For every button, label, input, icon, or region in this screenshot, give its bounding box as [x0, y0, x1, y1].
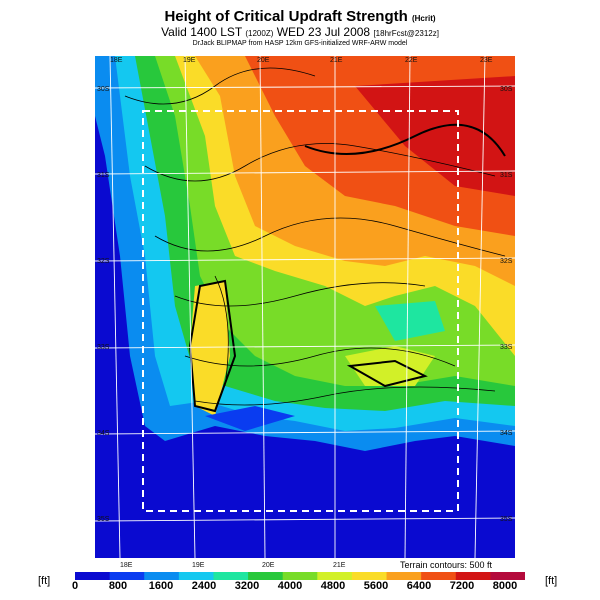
credit-line: DrJack BLIPMAP from HASP 12km GFS-initia…	[192, 40, 408, 47]
unit-right: [ft]	[545, 575, 558, 587]
lon-label-18e-bottom: 18E	[120, 562, 133, 569]
legend-tick-label: 8000	[492, 580, 518, 592]
color-legend	[75, 572, 525, 580]
lat-label-33s: 33S	[97, 344, 110, 351]
lon-label-21e: 21E	[330, 57, 343, 64]
lon-label-20e: 20E	[257, 57, 270, 64]
lat-label-30s-right: 30S	[500, 86, 513, 93]
lat-label-32s-right: 32S	[500, 258, 513, 265]
valid-line: Valid 1400 LST (1200Z) WED 23 Jul 2008 […	[161, 25, 439, 39]
lon-label-23e: 23E	[480, 57, 493, 64]
legend-swatch	[178, 572, 214, 580]
unit-left: [ft]	[38, 575, 51, 587]
legend-swatch	[421, 572, 457, 580]
legend-swatch	[109, 572, 145, 580]
lon-label-19e-bottom: 19E	[192, 562, 205, 569]
legend-tick-label: 5600	[363, 580, 389, 592]
lat-label-32s: 32S	[97, 258, 110, 265]
lon-label-22e: 22E	[405, 57, 418, 64]
lat-label-34s-right: 34S	[500, 430, 513, 437]
legend-tick-label: 4000	[277, 580, 303, 592]
legend-swatch	[455, 572, 491, 580]
lon-label-18e: 18E	[110, 57, 123, 64]
lon-label-19e: 19E	[183, 57, 196, 64]
legend-swatch	[490, 572, 525, 580]
legend-swatch	[144, 572, 180, 580]
lat-label-31s-right: 31S	[500, 172, 513, 179]
terrain-note: Terrain contours: 500 ft	[400, 560, 493, 570]
legend-swatch	[75, 572, 111, 580]
lat-label-35s-right: 35S	[500, 516, 513, 523]
legend-swatch	[248, 572, 284, 580]
lon-label-20e-bottom: 20E	[262, 562, 275, 569]
legend-swatch	[386, 572, 422, 580]
forecast-map	[95, 56, 515, 558]
lat-label-35s: 35S	[97, 516, 110, 523]
legend-swatch	[213, 572, 249, 580]
legend-tick-label: 800	[108, 580, 128, 592]
legend-swatch	[317, 572, 353, 580]
lon-label-21e-bottom: 21E	[333, 562, 346, 569]
legend-tick-label: 2400	[191, 580, 217, 592]
legend-swatch	[282, 572, 318, 580]
legend-tick-label: 7200	[449, 580, 475, 592]
chart-title: Height of Critical Updraft Strength (Hcr…	[164, 8, 436, 25]
legend-tick-label: 3200	[234, 580, 260, 592]
legend-swatch	[351, 572, 388, 580]
legend-tick-label: 4800	[320, 580, 346, 592]
lat-label-31s: 31S	[97, 172, 110, 179]
lat-label-34s: 34S	[97, 430, 110, 437]
lat-label-30s: 30S	[97, 86, 110, 93]
legend-tick-label: 1600	[148, 580, 174, 592]
legend-tick-label: 0	[71, 580, 79, 592]
legend-tick-label: 6400	[406, 580, 432, 592]
lat-label-33s-right: 33S	[500, 344, 513, 351]
